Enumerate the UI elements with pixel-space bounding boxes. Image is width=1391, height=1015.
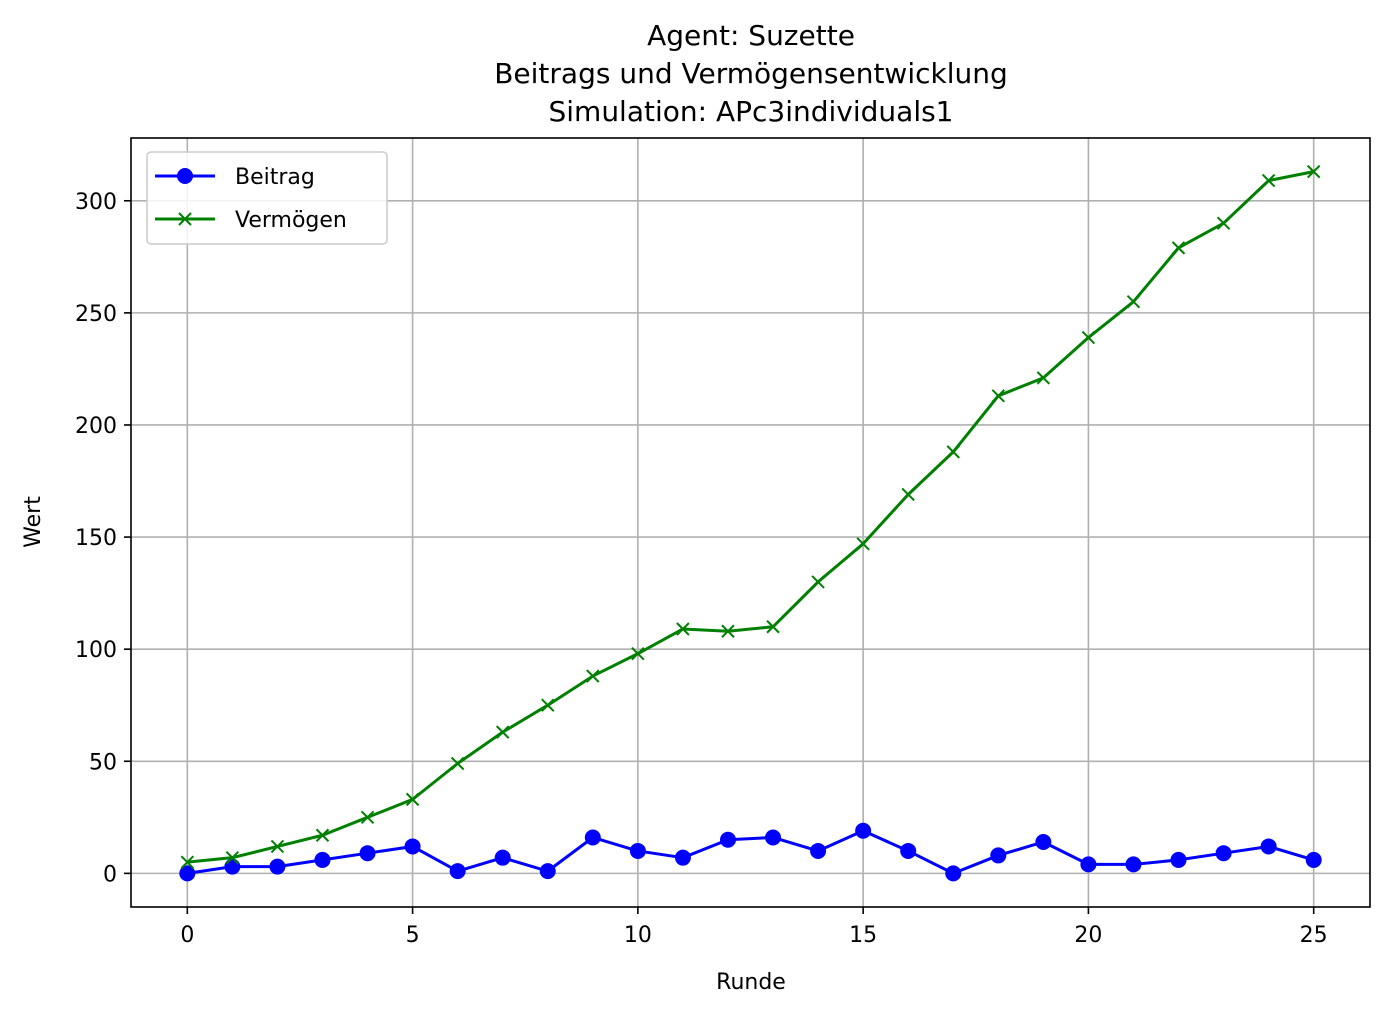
data-point-verm-gen	[1081, 330, 1096, 345]
legend-label: Vermögen	[235, 208, 347, 233]
y-tick-label: 0	[103, 862, 117, 887]
title-line-2: Beitrags und Vermögensentwicklung	[494, 57, 1008, 90]
data-point-beitrag	[449, 863, 466, 880]
data-point-verm-gen	[991, 389, 1006, 403]
data-point-verm-gen	[1126, 294, 1141, 309]
data-point-beitrag	[1035, 833, 1052, 850]
data-point-verm-gen	[1306, 164, 1321, 179]
x-tick-label: 10	[624, 923, 652, 948]
data-point-beitrag	[1170, 851, 1187, 868]
data-point-beitrag	[359, 845, 376, 862]
series-beitrag	[179, 822, 1322, 882]
data-point-beitrag	[584, 829, 601, 846]
data-point-beitrag	[990, 847, 1007, 864]
data-point-beitrag	[404, 838, 421, 855]
data-point-verm-gen	[1216, 216, 1231, 230]
data-point-verm-gen	[360, 810, 375, 825]
plot-frame	[130, 137, 1371, 908]
data-point-verm-gen	[766, 620, 780, 634]
data-point-verm-gen	[180, 855, 195, 869]
title-line-3: Simulation: APc3individuals1	[548, 95, 953, 128]
data-point-verm-gen	[1036, 371, 1051, 385]
y-tick-label: 300	[75, 190, 117, 215]
x-tick-label: 25	[1300, 923, 1328, 948]
series-line-verm-gen	[187, 170, 1314, 864]
data-point-beitrag	[1215, 845, 1232, 862]
data-point-beitrag	[810, 842, 827, 859]
data-point-verm-gen	[901, 487, 915, 502]
data-point-verm-gen	[811, 575, 825, 589]
chart-title: Agent: Suzette Beitrags und Vermögensent…	[494, 19, 1008, 128]
y-tick-label: 100	[75, 638, 117, 663]
data-point-beitrag	[1260, 838, 1277, 855]
data-point-beitrag	[719, 831, 736, 848]
data-point-verm-gen	[450, 756, 465, 771]
data-point-beitrag	[629, 842, 646, 859]
x-tick-label: 0	[180, 923, 194, 948]
x-tick-label: 20	[1074, 923, 1102, 948]
x-tick-label: 15	[849, 923, 877, 948]
y-axis: 0 50 100 150 200 250 300	[75, 190, 131, 887]
legend-label: Beitrag	[235, 165, 315, 190]
data-point-verm-gen	[721, 624, 735, 638]
data-point-verm-gen	[225, 850, 240, 865]
data-point-beitrag	[494, 849, 511, 866]
y-tick-label: 150	[75, 526, 117, 551]
data-point-beitrag	[674, 849, 691, 866]
grid	[131, 138, 1370, 907]
data-point-verm-gen	[1171, 241, 1186, 255]
legend-entry-verm-gen: Vermögen	[155, 208, 347, 233]
x-axis-label: Runde	[716, 970, 786, 995]
legend-entry-beitrag: Beitrag	[155, 165, 315, 190]
data-point-verm-gen	[631, 646, 645, 661]
data-point-verm-gen	[1261, 173, 1276, 188]
legend-swatch-marker	[177, 168, 193, 184]
data-point-verm-gen	[586, 669, 600, 683]
y-axis-label: Wert	[21, 496, 46, 548]
data-point-beitrag	[314, 851, 331, 868]
y-tick-label: 250	[75, 302, 117, 327]
data-point-verm-gen	[946, 445, 960, 459]
y-tick-label: 50	[89, 750, 117, 775]
data-point-beitrag	[945, 865, 962, 882]
data-point-beitrag	[269, 858, 286, 875]
data-point-beitrag	[765, 829, 782, 846]
data-point-beitrag	[224, 858, 241, 875]
data-point-beitrag	[855, 822, 872, 839]
data-point-beitrag	[1125, 856, 1142, 873]
data-point-verm-gen	[495, 725, 510, 739]
x-axis: 0 5 10 15 20 25	[180, 907, 1328, 948]
data-point-beitrag	[900, 842, 917, 859]
series-verm-gen	[180, 164, 1321, 869]
data-point-verm-gen	[405, 792, 420, 807]
series-layer	[179, 164, 1322, 882]
data-point-beitrag	[539, 863, 556, 880]
data-point-verm-gen	[856, 537, 870, 551]
title-line-1: Agent: Suzette	[647, 19, 855, 52]
data-point-verm-gen	[315, 828, 330, 842]
data-point-verm-gen	[541, 698, 555, 712]
data-point-verm-gen	[676, 622, 690, 636]
series-line-beitrag	[187, 829, 1315, 875]
y-tick-label: 200	[75, 414, 117, 439]
legend: Beitrag Vermögen	[146, 151, 388, 245]
data-point-verm-gen	[270, 839, 285, 854]
data-point-beitrag	[1305, 851, 1322, 868]
legend-swatch-marker	[178, 212, 192, 226]
x-tick-label: 5	[406, 923, 420, 948]
data-point-beitrag	[179, 865, 196, 882]
data-point-beitrag	[1080, 856, 1097, 873]
